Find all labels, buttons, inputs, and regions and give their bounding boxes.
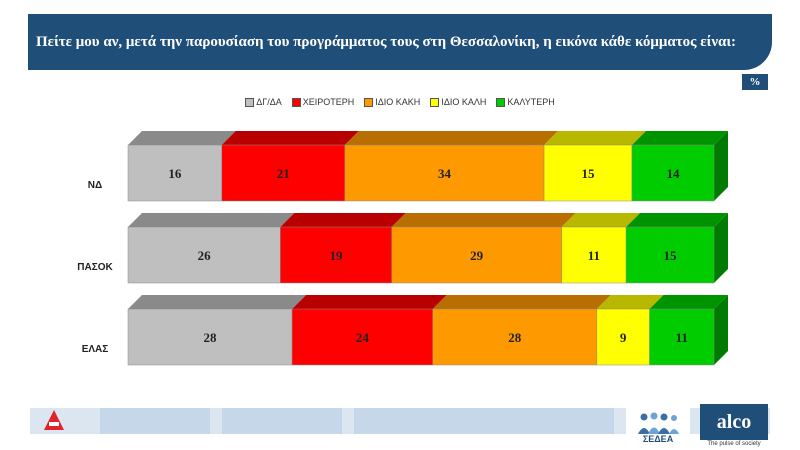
category-label: ΠΑΣΟΚ <box>77 262 113 273</box>
legend-label: ΔΓ/ΔΑ <box>256 97 282 107</box>
data-label: 26 <box>198 248 212 263</box>
sedea-label: ΣΕΔΕΑ <box>642 434 674 444</box>
data-label: 34 <box>438 166 452 181</box>
bar-segment <box>280 226 392 284</box>
data-label: 21 <box>277 166 290 181</box>
alco-logo: alco <box>700 404 768 440</box>
bar-segment <box>625 226 715 284</box>
chart-legend: ΔΓ/ΔΑ ΧΕΙΡΟΤΕΡΗ ΙΔΙΟ ΚΑΚΗ ΙΔΙΟ ΚΑΛΗ ΚΑΛΥΤΕΡΗ <box>0 95 800 109</box>
header-banner: Πείτε μου αν, μετά την παρουσίαση του πρ… <box>28 14 772 70</box>
data-label: 28 <box>508 330 522 345</box>
legend-item: ΚΑΛΥΤΕΡΗ <box>496 95 555 109</box>
bar-segment <box>649 308 715 366</box>
bar-top <box>631 131 728 145</box>
alco-label: alco <box>716 411 752 433</box>
bar-top <box>544 131 646 145</box>
category-label: ΕΛΑΣ <box>82 344 109 355</box>
bar-top <box>626 213 728 227</box>
data-label: 29 <box>470 248 484 263</box>
footer-band-segment <box>354 408 614 434</box>
legend-swatch <box>496 97 506 107</box>
bar-top <box>280 213 406 227</box>
footer: ΣΕΔΕΑ alco The pulse of society <box>0 398 800 450</box>
footer-band-segment <box>222 408 342 434</box>
data-label: 28 <box>204 330 218 345</box>
bar-top <box>221 131 359 145</box>
stacked-bar-chart: 16 21 34 15 14 ΝΔ 26 19 29 11 15 ΠΑΣΟΚ 28 24 28 9 11 ΕΛΑΣ <box>77 131 728 366</box>
legend-swatch <box>291 97 301 107</box>
footer-band-segment <box>100 408 210 434</box>
legend-label: ΙΔΙΟ ΚΑΚΗ <box>375 97 421 107</box>
bar-top <box>128 295 307 309</box>
bar-segment <box>291 308 433 366</box>
broadcaster-logo <box>38 406 70 436</box>
bar-top <box>391 213 576 227</box>
bar-top <box>128 213 295 227</box>
bar-top <box>561 213 641 227</box>
legend-label: ΧΕΙΡΟΤΕΡΗ <box>302 97 355 107</box>
bar-segment <box>631 144 715 202</box>
bar-top <box>596 295 664 309</box>
legend-item: ΔΓ/ΔΑ <box>245 95 282 109</box>
bar-side <box>714 131 728 201</box>
category-label: ΝΔ <box>88 180 102 191</box>
bar-top <box>344 131 559 145</box>
legend-label: ΙΔΙΟ ΚΑΛΗ <box>441 97 487 107</box>
data-label: 11 <box>676 330 688 345</box>
legend-item: ΙΔΙΟ ΚΑΛΗ <box>430 95 486 109</box>
data-label: 15 <box>664 248 678 263</box>
question-title: Πείτε μου αν, μετά την παρουσίαση του πρ… <box>36 33 737 50</box>
bar-side <box>714 213 728 283</box>
bar-segment <box>127 226 281 284</box>
legend-swatch <box>245 97 255 107</box>
alco-tagline: The pulse of society <box>707 441 761 447</box>
bar-segment <box>596 308 650 366</box>
legend-item: ΧΕΙΡΟΤΕΡΗ <box>291 95 355 109</box>
legend-label: ΚΑΛΥΤΕΡΗ <box>507 97 555 107</box>
legend-swatch <box>430 97 440 107</box>
bar-segment <box>127 308 293 366</box>
data-label: 15 <box>582 166 596 181</box>
bar-top <box>128 131 236 145</box>
sedea-people-icon <box>638 412 679 434</box>
data-label: 16 <box>168 166 182 181</box>
bar-top <box>432 295 611 309</box>
bar-top <box>649 295 728 309</box>
data-label: 11 <box>588 248 600 263</box>
bar-side <box>714 295 728 365</box>
bar-top <box>292 295 447 309</box>
legend-swatch <box>364 97 374 107</box>
legend-item: ΙΔΙΟ ΚΑΚΗ <box>364 95 420 109</box>
bar-segment <box>561 226 627 284</box>
broadcaster-logo-icon <box>44 410 64 430</box>
bar-segment <box>221 144 346 202</box>
sedea-logo: ΣΕΔΕΑ <box>626 402 690 444</box>
unit-badge: % <box>742 74 768 90</box>
data-label: 19 <box>330 248 344 263</box>
bar-segment <box>432 308 598 366</box>
data-label: 14 <box>666 166 680 181</box>
data-label: 9 <box>620 330 627 345</box>
bar-segment <box>543 144 633 202</box>
data-label: 24 <box>356 330 370 345</box>
